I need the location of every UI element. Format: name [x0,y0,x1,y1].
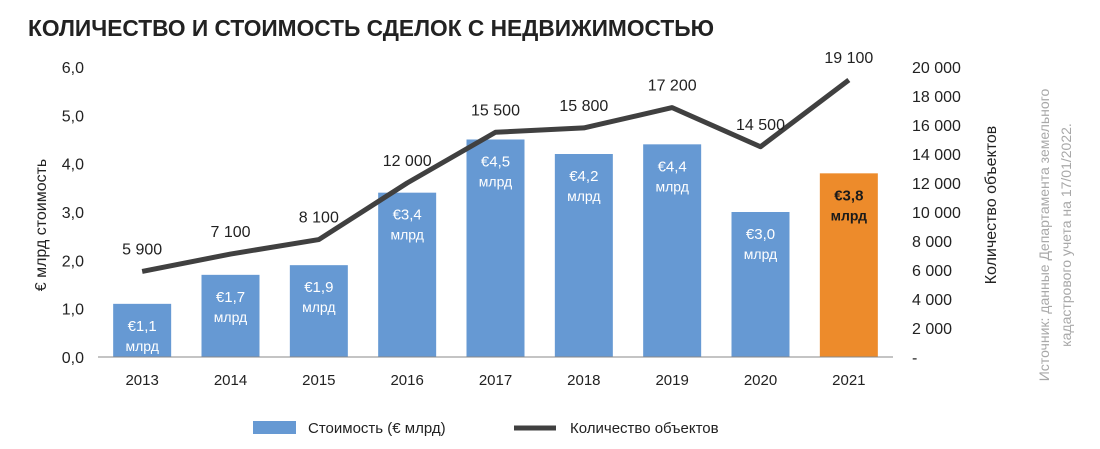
bar-value-label: €1,1 [128,318,157,335]
bar-unit-label: млрд [479,174,512,190]
bar-value-label: €4,5 [481,154,510,171]
bar-2017 [466,139,525,357]
y-tick-label: 0,0 [62,350,84,367]
chart-title: КОЛИЧЕСТВО И СТОИМОСТЬ СДЕЛОК С НЕДВИЖИМ… [28,15,714,41]
y2-tick-label: 20 000 [912,60,961,77]
y2-tick-label: 8 000 [912,234,952,251]
bar-value-label: €4,2 [569,168,598,185]
y2-tick-label: 16 000 [912,118,961,135]
legend-label-bar: Стоимость (€ млрд) [308,420,446,437]
line-value-label: 8 100 [299,210,339,227]
line-value-label: 17 200 [648,78,697,95]
source-line-2: кадастрового учета на 17/01/2022. [1058,123,1074,347]
y2-tick-label: 18 000 [912,89,961,106]
y2-tick-label: 2 000 [912,321,952,338]
y2-tick-label: 14 000 [912,147,961,164]
bar-unit-label: млрд [214,309,247,325]
y2-tick-label: 4 000 [912,292,952,309]
bar-2016 [378,192,437,357]
x-tick-label: 2013 [125,372,158,389]
x-tick-label: 2014 [214,372,247,389]
bar-2018 [554,154,613,357]
line-value-label: 5 900 [122,241,162,258]
x-tick-label: 2015 [302,372,335,389]
legend: Стоимость (€ млрд) Количество объектов [253,420,719,437]
x-tick-label: 2020 [744,372,777,389]
y2-axis-label: Количество объектов [983,126,1000,285]
line-value-label: 15 800 [559,98,608,115]
y2-tick-label: 6 000 [912,263,952,280]
bar-value-label: €3,8 [834,187,863,204]
y2-tick-label: 12 000 [912,176,961,193]
bar-2021 [819,173,878,357]
x-tick-label: 2019 [655,372,688,389]
line-value-label: 7 100 [210,224,250,241]
bar-unit-label: млрд [831,207,867,223]
legend-label-line: Количество объектов [570,420,719,437]
x-tick-label: 2017 [479,372,512,389]
bar-unit-label: млрд [655,178,688,194]
y-tick-label: 5,0 [62,108,84,125]
y-tick-label: 3,0 [62,205,84,222]
bar-value-label: €3,4 [393,207,422,224]
line-value-label: 19 100 [824,50,873,67]
bar-2014 [201,274,260,357]
bar-2013 [113,303,172,357]
legend-swatch-bar [253,421,296,434]
x-tick-label: 2016 [390,372,423,389]
line-value-label: 15 500 [471,102,520,119]
line-value-label: 12 000 [383,153,432,170]
y2-tick-label: 10 000 [912,205,961,222]
bar-unit-label: млрд [390,227,423,243]
bar-2015 [289,265,348,357]
bar-value-label: €1,9 [304,279,333,296]
bar-value-label: €3,0 [746,226,775,243]
bar-2020 [731,212,790,357]
bar-unit-label: млрд [302,299,335,315]
y-tick-label: 4,0 [62,157,84,174]
source-line-1: Источник: данные Департамента земельного [1036,89,1052,382]
x-tick-label: 2018 [567,372,600,389]
x-tick-label: 2021 [832,372,865,389]
bar-unit-label: млрд [744,246,777,262]
bar-unit-label: млрд [125,338,158,354]
bar-unit-label: млрд [567,188,600,204]
y-tick-label: 2,0 [62,253,84,270]
y2-tick-label: - [912,350,917,367]
y-tick-label: 1,0 [62,302,84,319]
bar-value-label: €1,7 [216,289,245,306]
bar-value-label: €4,4 [658,158,687,175]
bar-2019 [643,144,702,357]
line-value-label: 14 500 [736,117,785,134]
y-axis-label: € млрд стоимость [33,159,50,292]
y-tick-label: 6,0 [62,60,84,77]
